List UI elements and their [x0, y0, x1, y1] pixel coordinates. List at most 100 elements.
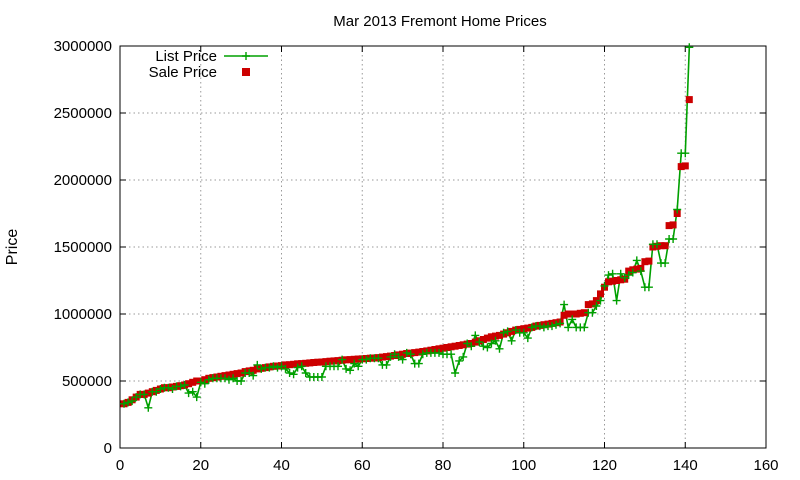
- list-price-point: [140, 390, 149, 399]
- sale-price-point: [286, 361, 294, 369]
- sale-price-point: [439, 344, 447, 352]
- sale-price-point: [483, 334, 491, 342]
- list-price-point: [588, 308, 597, 317]
- list-price-point: [644, 283, 653, 292]
- list-price-point: [535, 322, 544, 331]
- list-price-point: [681, 149, 690, 158]
- list-price-point: [463, 339, 472, 348]
- list-price-point: [608, 269, 617, 278]
- list-price-point: [523, 334, 532, 343]
- y-axis-label: Price: [4, 229, 21, 266]
- x-tick-label: 120: [592, 457, 617, 474]
- list-price-point: [475, 338, 484, 347]
- list-price-point: [592, 302, 601, 310]
- sale-price-point: [451, 342, 459, 350]
- list-price-point: [204, 375, 213, 384]
- list-price-point: [418, 350, 427, 359]
- list-price-point: [164, 383, 173, 392]
- list-price-point: [334, 362, 342, 371]
- list-price-point: [628, 268, 637, 277]
- sale-price-point: [564, 310, 572, 318]
- list-price-point: [285, 369, 294, 377]
- sale-price-point: [605, 278, 612, 286]
- legend: List Price Sale Price: [149, 48, 268, 81]
- sale-price-point: [455, 342, 463, 349]
- list-price-point: [503, 327, 512, 336]
- sale-price-point: [290, 360, 298, 368]
- list-price-point: [661, 259, 670, 268]
- list-price-point: [636, 267, 645, 276]
- list-price-point: [289, 370, 298, 379]
- list-price-point: [152, 387, 161, 396]
- sale-price-point: [665, 222, 673, 230]
- sale-price-point: [572, 310, 580, 318]
- list-price-point: [346, 366, 355, 375]
- sale-price-point: [435, 345, 443, 353]
- list-price-point: [253, 360, 262, 369]
- list-price-point: [406, 350, 415, 359]
- list-price-point: [386, 352, 395, 361]
- legend-label-list-price: List Price: [155, 48, 217, 65]
- list-price-point: [451, 369, 460, 377]
- sale-price-point: [560, 311, 568, 319]
- list-price-point: [237, 377, 246, 385]
- sale-price-point: [354, 355, 362, 363]
- list-price-point: [374, 354, 383, 363]
- list-price-point: [192, 393, 201, 402]
- list-price-point: [552, 320, 560, 329]
- list-price-point: [317, 373, 326, 381]
- list-price-point: [459, 352, 468, 361]
- y-tick-label: 0: [104, 440, 112, 457]
- list-price-point: [184, 389, 193, 398]
- list-price-point: [447, 350, 456, 359]
- sale-price-point: [447, 343, 455, 351]
- list-price-point: [200, 379, 209, 388]
- list-price-point: [495, 344, 504, 353]
- list-price-point: [568, 315, 577, 324]
- list-price-point: [435, 348, 443, 357]
- sale-price-point: [617, 276, 625, 284]
- list-price-point: [124, 398, 133, 407]
- sale-price-point: [318, 358, 326, 366]
- sale-price-point: [459, 341, 467, 349]
- y-tick-label: 1500000: [54, 239, 112, 256]
- sale-price-point: [657, 242, 665, 250]
- sale-price-point: [633, 265, 641, 273]
- list-price-point: [281, 364, 290, 373]
- list-price-point: [653, 240, 661, 249]
- x-tick-label: 80: [435, 457, 452, 474]
- sale-price-point: [597, 290, 604, 298]
- list-price-point: [265, 363, 274, 372]
- sale-price-point: [322, 358, 330, 366]
- sale-price-point: [641, 258, 649, 266]
- list-price-point: [221, 374, 229, 383]
- legend-label-sale-price: Sale Price: [149, 64, 217, 81]
- list-price-point: [120, 399, 128, 408]
- list-price-point: [156, 385, 165, 393]
- sale-price-point: [237, 369, 245, 377]
- list-price-point: [273, 363, 282, 372]
- sale-price-point: [399, 350, 407, 358]
- y-tick-label: 2000000: [54, 172, 112, 189]
- sale-price-point: [609, 277, 617, 285]
- list-price-point: [632, 256, 641, 265]
- list-price-point: [507, 336, 516, 345]
- list-price-point: [176, 382, 185, 391]
- sale-price-point: [378, 353, 386, 361]
- sale-price-point: [189, 378, 197, 386]
- list-price-point: [269, 362, 278, 371]
- list-price-point: [180, 381, 189, 389]
- sale-price-point: [496, 331, 503, 339]
- sale-price-point: [334, 357, 342, 365]
- list-price-point: [467, 342, 476, 351]
- sale-price-point: [346, 356, 354, 364]
- y-tick-label: 1000000: [54, 306, 112, 323]
- list-price-point: [398, 355, 407, 364]
- sale-price-point: [326, 357, 334, 365]
- sale-price-point: [613, 277, 621, 284]
- list-price-point: [604, 271, 613, 280]
- list-price-point: [624, 271, 633, 280]
- list-price-point: [382, 360, 391, 369]
- sale-price-point: [669, 221, 677, 229]
- list-price-point: [338, 355, 347, 364]
